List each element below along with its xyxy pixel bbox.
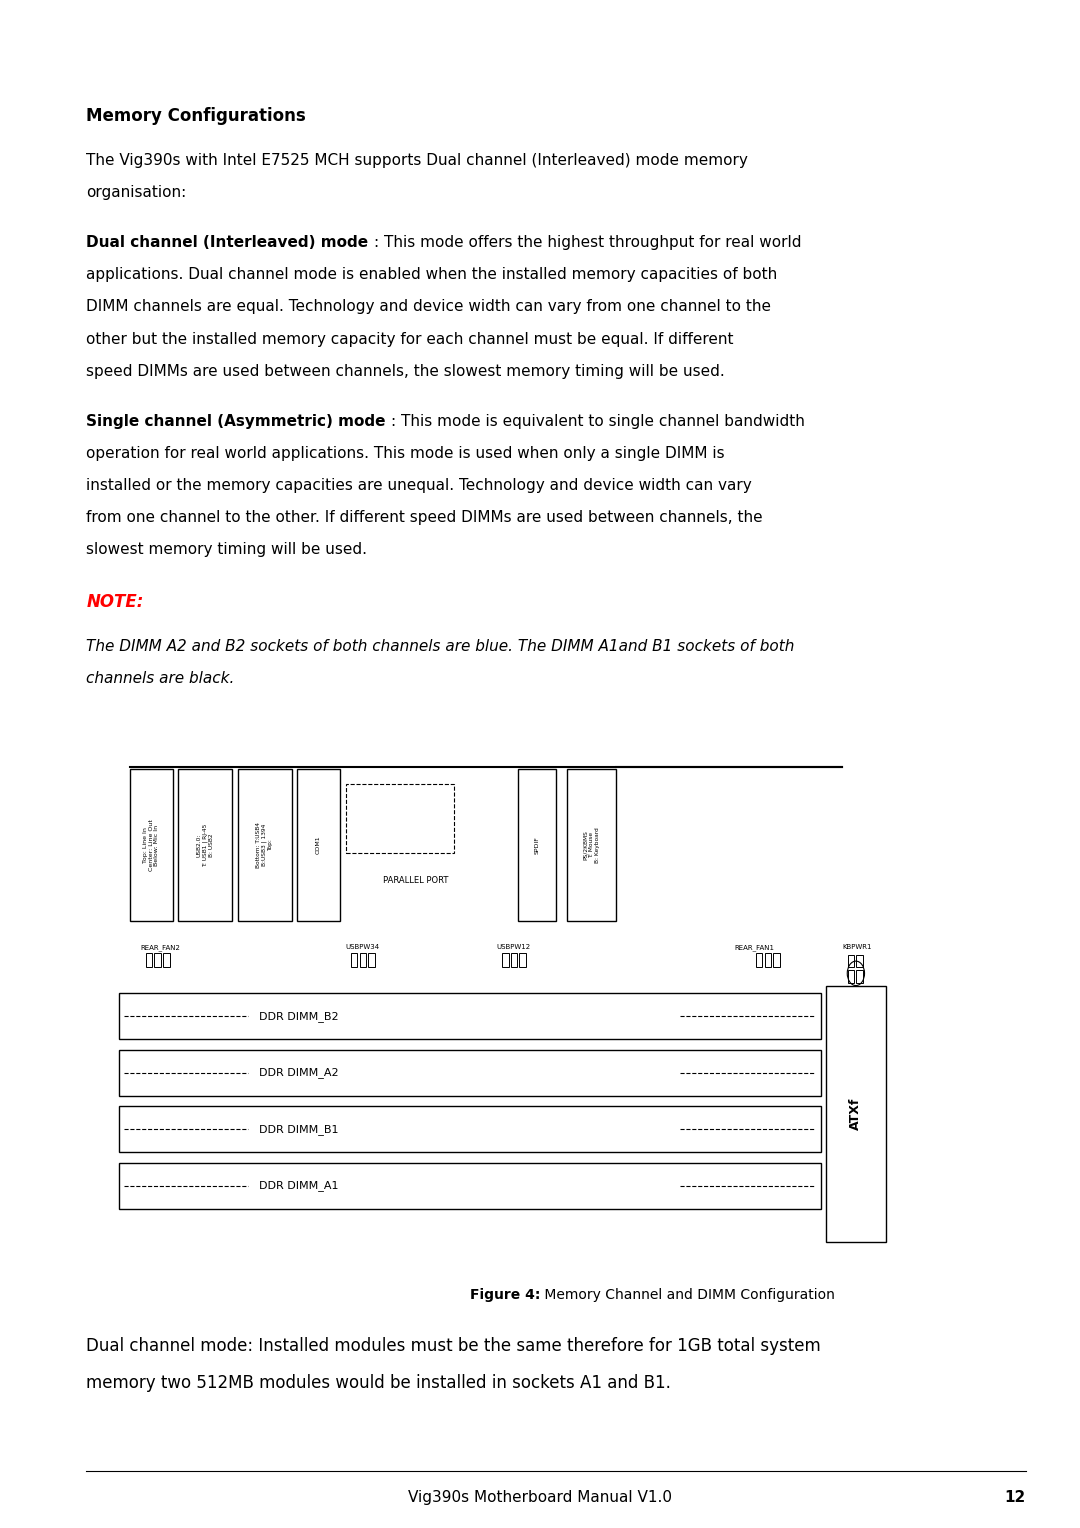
FancyBboxPatch shape: [346, 784, 454, 853]
FancyBboxPatch shape: [238, 769, 292, 921]
FancyBboxPatch shape: [146, 953, 152, 967]
Text: installed or the memory capacities are unequal. Technology and device width can : installed or the memory capacities are u…: [86, 478, 752, 494]
FancyBboxPatch shape: [511, 953, 517, 967]
FancyBboxPatch shape: [826, 986, 886, 1242]
Text: DIMM channels are equal. Technology and device width can vary from one channel t: DIMM channels are equal. Technology and …: [86, 299, 771, 315]
FancyBboxPatch shape: [119, 1050, 821, 1096]
FancyBboxPatch shape: [130, 769, 173, 921]
FancyBboxPatch shape: [756, 953, 762, 967]
Text: Top: Line In
Center: Line Out
Below: Mic In: Top: Line In Center: Line Out Below: Mic…: [143, 819, 160, 871]
Text: The Vig390s with Intel E7525 MCH supports Dual channel (Interleaved) mode memory: The Vig390s with Intel E7525 MCH support…: [86, 153, 748, 168]
Text: Dual channel (Interleaved) mode: Dual channel (Interleaved) mode: [86, 235, 374, 251]
Text: : This mode is equivalent to single channel bandwidth: : This mode is equivalent to single chan…: [391, 414, 805, 429]
Text: COM1: COM1: [316, 836, 321, 854]
Text: Dual channel mode: Installed modules must be the same therefore for 1GB total sy: Dual channel mode: Installed modules mus…: [86, 1337, 821, 1355]
Text: other but the installed memory capacity for each channel must be equal. If diffe: other but the installed memory capacity …: [86, 332, 734, 347]
Text: slowest memory timing will be used.: slowest memory timing will be used.: [86, 542, 367, 558]
Text: The DIMM A2 and B2 sockets of both channels are blue. The DIMM A1and B1 sockets : The DIMM A2 and B2 sockets of both chann…: [86, 639, 795, 654]
Text: Figure 4:: Figure 4:: [470, 1288, 540, 1302]
FancyBboxPatch shape: [856, 970, 863, 983]
Text: ATXf: ATXf: [849, 1097, 863, 1131]
Text: PS/2KBMS
T: Mouse
B: Keyboard: PS/2KBMS T: Mouse B: Keyboard: [583, 827, 599, 863]
Text: operation for real world applications. This mode is used when only a single DIMM: operation for real world applications. T…: [86, 446, 725, 461]
FancyBboxPatch shape: [848, 970, 854, 983]
FancyBboxPatch shape: [297, 769, 340, 921]
FancyBboxPatch shape: [119, 1106, 821, 1152]
Text: NOTE:: NOTE:: [86, 593, 144, 611]
FancyBboxPatch shape: [119, 1163, 821, 1209]
FancyBboxPatch shape: [351, 953, 357, 967]
FancyBboxPatch shape: [519, 953, 526, 967]
FancyBboxPatch shape: [119, 993, 821, 1039]
Text: Bottom: T:USB4
B:USB3 | 1394
Top:: Bottom: T:USB4 B:USB3 | 1394 Top:: [256, 822, 273, 868]
Text: Memory Channel and DIMM Configuration: Memory Channel and DIMM Configuration: [540, 1288, 835, 1302]
Text: USBPW12: USBPW12: [497, 944, 531, 950]
Text: : This mode offers the highest throughput for real world: : This mode offers the highest throughpu…: [374, 235, 801, 251]
FancyBboxPatch shape: [567, 769, 616, 921]
FancyBboxPatch shape: [518, 769, 556, 921]
Text: USBPW34: USBPW34: [346, 944, 380, 950]
FancyBboxPatch shape: [856, 955, 863, 967]
Text: USB2.0:
T: USB1 | RJ-45
B: USB2: USB2.0: T: USB1 | RJ-45 B: USB2: [197, 824, 214, 866]
Text: Memory Configurations: Memory Configurations: [86, 107, 306, 125]
Text: DDR DIMM_B1: DDR DIMM_B1: [259, 1123, 339, 1135]
FancyBboxPatch shape: [368, 953, 375, 967]
Text: KBPWR1: KBPWR1: [842, 944, 872, 950]
FancyBboxPatch shape: [765, 953, 771, 967]
Text: 12: 12: [1004, 1490, 1026, 1505]
Text: organisation:: organisation:: [86, 185, 187, 200]
Text: DDR DIMM_A1: DDR DIMM_A1: [259, 1180, 339, 1192]
Text: REAR_FAN2: REAR_FAN2: [140, 944, 180, 950]
Text: DDR DIMM_B2: DDR DIMM_B2: [259, 1010, 339, 1022]
FancyBboxPatch shape: [502, 953, 509, 967]
FancyBboxPatch shape: [154, 953, 161, 967]
Text: speed DIMMs are used between channels, the slowest memory timing will be used.: speed DIMMs are used between channels, t…: [86, 364, 725, 379]
Text: REAR_FAN1: REAR_FAN1: [734, 944, 774, 950]
Text: channels are black.: channels are black.: [86, 671, 234, 686]
FancyBboxPatch shape: [848, 955, 854, 967]
FancyBboxPatch shape: [360, 953, 366, 967]
FancyBboxPatch shape: [773, 953, 780, 967]
Text: Vig390s Motherboard Manual V1.0: Vig390s Motherboard Manual V1.0: [408, 1490, 672, 1505]
Text: memory two 512MB modules would be installed in sockets A1 and B1.: memory two 512MB modules would be instal…: [86, 1374, 672, 1392]
Text: applications. Dual channel mode is enabled when the installed memory capacities : applications. Dual channel mode is enabl…: [86, 267, 778, 283]
Text: PARALLEL PORT: PARALLEL PORT: [383, 876, 448, 885]
FancyBboxPatch shape: [163, 953, 170, 967]
Text: Single channel (Asymmetric) mode: Single channel (Asymmetric) mode: [86, 414, 391, 429]
FancyBboxPatch shape: [178, 769, 232, 921]
Text: from one channel to the other. If different speed DIMMs are used between channel: from one channel to the other. If differ…: [86, 510, 764, 526]
Text: SPDIF: SPDIF: [535, 836, 540, 854]
Text: DDR DIMM_A2: DDR DIMM_A2: [259, 1067, 339, 1079]
